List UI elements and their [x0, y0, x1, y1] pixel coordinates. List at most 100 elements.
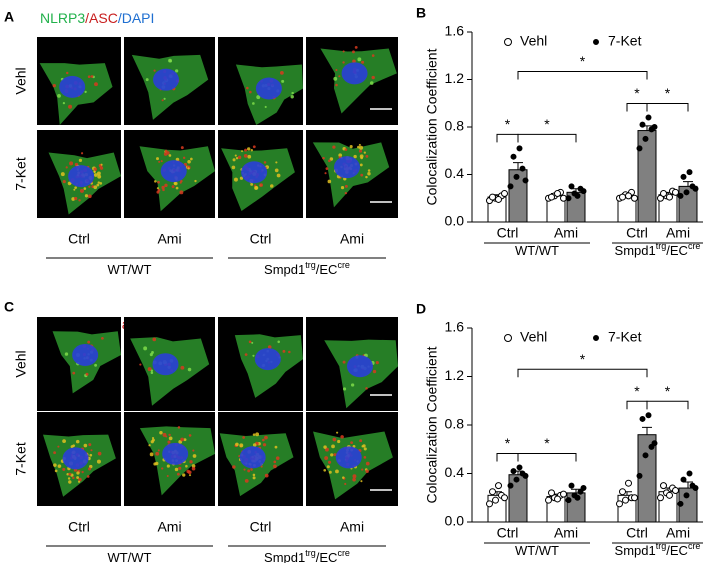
speckle: [282, 349, 286, 353]
group-text: Smpd1: [615, 543, 656, 558]
speckle: [190, 157, 193, 161]
superscript: cre: [337, 548, 350, 558]
speckle: [353, 154, 357, 159]
speckle: [84, 194, 89, 198]
row-label: 7-Ket: [13, 442, 29, 476]
group-label: Smpd1trg/ECcre: [615, 241, 701, 258]
speckle: [336, 431, 339, 434]
y-tick-label: 0.4: [445, 165, 465, 181]
row-label: Vehl: [13, 67, 29, 94]
speckle: [342, 476, 345, 479]
speckle: [171, 185, 175, 189]
significance-label: *: [544, 116, 550, 132]
speckle: [259, 183, 263, 187]
significance-bracket: [496, 452, 519, 462]
speckle: [62, 102, 66, 105]
speckle: [280, 70, 284, 75]
nucleus: [162, 442, 189, 465]
speckle: [243, 153, 248, 158]
data-point: [519, 165, 526, 172]
speckle: [365, 461, 370, 466]
speckle: [340, 435, 344, 439]
speckle: [247, 147, 251, 151]
speckle: [324, 172, 327, 175]
data-point: [568, 183, 575, 190]
speckle: [96, 183, 100, 187]
nucleus: [59, 75, 86, 98]
nucleus: [72, 343, 99, 366]
significance-label: *: [665, 85, 671, 101]
nucleus: [335, 446, 362, 469]
speckle: [147, 367, 152, 372]
speckle: [375, 360, 379, 365]
data-point: [516, 464, 523, 471]
speckle: [85, 372, 89, 376]
significance-bracket: [626, 400, 648, 410]
speckle: [62, 439, 66, 444]
speckle: [148, 444, 151, 447]
speckle: [344, 482, 347, 486]
speckle: [360, 480, 363, 483]
legend-marker: [504, 334, 512, 342]
stain-part: /DAPI: [118, 10, 155, 26]
speckle: [192, 454, 197, 458]
speckle: [363, 447, 367, 451]
data-point: [625, 192, 632, 200]
legend-label: Vehl: [520, 329, 547, 345]
group-label: WT/WT: [107, 262, 151, 277]
speckle: [161, 467, 164, 470]
data-point: [522, 177, 529, 184]
speckle: [94, 82, 98, 87]
speckle: [66, 71, 69, 75]
group-text: WT/WT: [515, 243, 559, 258]
group-label: WT/WT: [515, 243, 559, 258]
speckle: [65, 166, 68, 169]
speckle: [328, 460, 332, 464]
speckle: [167, 440, 171, 444]
speckle: [291, 91, 294, 95]
data-point: [574, 192, 581, 199]
data-point: [489, 193, 496, 201]
speckle: [247, 154, 252, 159]
legend-marker: [504, 38, 512, 46]
speckle: [88, 443, 92, 447]
speckle: [340, 185, 345, 190]
panel-letter: D: [416, 301, 426, 317]
speckle: [290, 95, 294, 99]
nucleus: [152, 68, 179, 91]
speckle: [194, 179, 197, 183]
speckle: [273, 464, 277, 469]
speckle: [68, 104, 73, 109]
nucleus: [239, 446, 266, 469]
speckle: [78, 477, 82, 482]
speckle: [349, 145, 353, 149]
data-point: [522, 472, 529, 479]
data-point: [677, 500, 684, 507]
speckle: [57, 464, 62, 468]
speckle: [352, 474, 357, 479]
speckle: [97, 174, 102, 179]
speckle: [367, 169, 371, 172]
speckle: [323, 468, 327, 472]
speckle: [191, 464, 196, 468]
speckle: [255, 432, 260, 437]
speckle: [74, 196, 78, 201]
legend-marker: [593, 335, 599, 341]
x-tick-label: Ami: [666, 525, 690, 541]
speckle: [188, 434, 192, 437]
group-text: /EC: [316, 550, 338, 563]
speckle: [342, 360, 346, 364]
data-point: [642, 452, 649, 459]
nucleus: [333, 156, 360, 179]
speckle: [274, 168, 279, 173]
speckle: [288, 350, 291, 354]
speckle: [166, 474, 169, 477]
x-tick-label: Ctrl: [626, 225, 648, 241]
data-point: [554, 190, 561, 197]
speckle: [94, 363, 98, 367]
speckle: [81, 470, 84, 474]
data-point: [651, 440, 658, 447]
speckle: [152, 337, 157, 342]
speckle: [330, 453, 334, 457]
speckle: [87, 75, 91, 79]
